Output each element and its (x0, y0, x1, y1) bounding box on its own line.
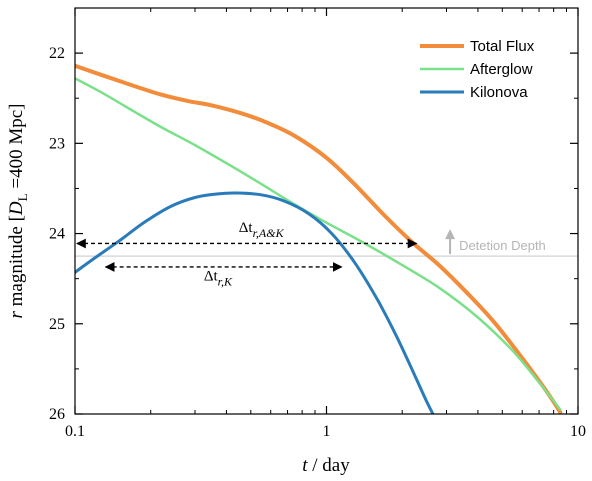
tick-layer: 0.1 1 10 22 23 24 25 26 (49, 7, 586, 440)
y-tick-label: 22 (49, 45, 65, 62)
y-axis-label-d: D (6, 201, 27, 216)
x-axis-label-unit: / day (308, 455, 351, 476)
legend-label-kilonova: Kilonova (470, 84, 528, 101)
detection-depth-arrow-head (445, 229, 456, 240)
delta-t-label-1: Δtr,K (204, 268, 233, 288)
y-axis-label-sub: L (15, 193, 30, 201)
series-layer (75, 63, 563, 414)
delta-t-sub: r,A&K (253, 226, 285, 240)
y-axis-label-end: =400 Mpc] (6, 104, 27, 194)
detection-depth-label: Detetion Depth (459, 238, 546, 253)
y-tick-label: 26 (49, 406, 65, 423)
delta-t-label-0: Δtr,A&K (239, 220, 285, 240)
legend: Total Flux Afterglow Kilonova (420, 38, 535, 101)
y-axis-label-mid: magnitude [ (6, 215, 27, 311)
x-tick-label: 1 (323, 423, 331, 440)
legend-label-afterglow: Afterglow (470, 61, 533, 78)
detection-depth-layer: Detetion Depth (75, 229, 578, 257)
y-tick-label: 24 (49, 226, 65, 243)
x-tick-label: 10 (570, 423, 586, 440)
delta-t-main: Δt (204, 268, 219, 284)
y-axis-label: r magnitude [DL =400 Mpc] (6, 104, 30, 319)
y-tick-label: 25 (49, 316, 65, 333)
delta-t-sub: r,K (218, 274, 233, 288)
series-line-kilonova (75, 191, 435, 414)
series-line-total-flux (75, 63, 563, 414)
x-axis-label: t / day (302, 455, 350, 476)
y-axis-label-var: r (6, 311, 27, 319)
legend-label-total-flux: Total Flux (470, 38, 535, 55)
x-axis-label-var: t (302, 455, 308, 476)
y-tick-label: 23 (49, 135, 65, 152)
x-tick-label: 0.1 (65, 423, 85, 440)
delta-t-main: Δt (239, 220, 254, 236)
